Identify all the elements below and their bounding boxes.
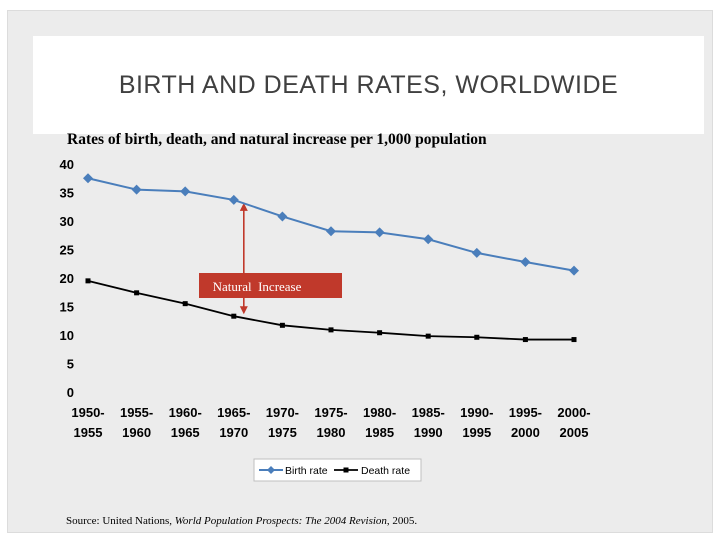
x-tick-label-top-9: 1995- (509, 405, 542, 420)
x-tick-label-top-10: 2000- (557, 405, 590, 420)
title-box: BIRTH AND DEATH RATES, WORLDWIDE (33, 36, 704, 134)
x-tick-label-top-8: 1990- (460, 405, 493, 420)
death-rate-point-7 (425, 333, 431, 339)
birth-rate-point-3 (228, 194, 239, 205)
x-tick-label-top-2: 1960- (169, 405, 202, 420)
birth-rate-point-7 (423, 234, 434, 245)
x-tick-label-bottom-2: 1965 (171, 425, 200, 440)
x-tick-label-top-1: 1955- (120, 405, 153, 420)
birth-rate-point-4 (277, 211, 288, 222)
x-tick-label-top-5: 1975- (314, 405, 347, 420)
birth-rate-point-1 (131, 184, 142, 195)
source-citation: Source: United Nations, World Population… (66, 515, 417, 527)
x-tick-label-bottom-6: 1985 (365, 425, 394, 440)
x-tick-label-top-3: 1965- (217, 405, 250, 420)
death-rate-point-2 (182, 301, 188, 307)
x-tick-label-bottom-8: 1995 (462, 425, 491, 440)
birth-rate-point-0 (83, 173, 93, 184)
x-tick-label-top-7: 1985- (412, 405, 445, 420)
death-rate-point-5 (328, 327, 334, 333)
death-rate-point-8 (474, 334, 480, 340)
y-tick-label-15: 15 (60, 300, 74, 315)
x-tick-label-bottom-4: 1975 (268, 425, 297, 440)
natural-increase-arrow-head-up (239, 202, 248, 211)
death-rate-point-3 (231, 313, 237, 319)
natural-increase-box (199, 273, 342, 298)
x-tick-label-bottom-7: 1990 (414, 425, 443, 440)
y-tick-label-0: 0 (67, 385, 74, 400)
birth-rate-point-8 (471, 247, 482, 258)
x-tick-label-bottom-9: 2000 (511, 425, 540, 440)
birth-rate-point-9 (520, 257, 531, 268)
slide-title: BIRTH AND DEATH RATES, WORLDWIDE (118, 70, 619, 99)
y-tick-label-30: 30 (60, 214, 74, 229)
birth-rate-point-6 (374, 227, 385, 238)
chart-title: Rates of birth, death, and natural incre… (67, 131, 487, 148)
legend-birth-rate-marker (267, 466, 275, 474)
x-tick-label-bottom-10: 2005 (560, 425, 589, 440)
source-suffix: , 2005. (386, 515, 418, 527)
x-tick-label-top-6: 1980- (363, 405, 396, 420)
source-prefix: Source: United Nations, (66, 515, 175, 527)
death-rate-point-9 (522, 337, 528, 343)
slide-background: BIRTH AND DEATH RATES, WORLDWIDE (7, 10, 713, 533)
natural-increase-arrow-head-down (239, 306, 248, 315)
y-tick-label-25: 25 (60, 243, 74, 258)
y-tick-label-10: 10 (60, 328, 74, 343)
y-tick-label-5: 5 (67, 357, 74, 372)
legend-birth-rate-label: Birth rate (285, 465, 328, 477)
y-tick-label-40: 40 (60, 157, 74, 172)
death-rate-point-4 (279, 322, 285, 328)
birth-rate-point-5 (326, 226, 336, 237)
birth-rate-point-10 (569, 265, 579, 276)
x-tick-label-top-4: 1970- (266, 405, 299, 420)
birth-rate-point-2 (180, 186, 191, 197)
legend-death-rate-label: Death rate (361, 465, 410, 477)
x-tick-label-bottom-1: 1960 (122, 425, 151, 440)
legend-death-rate-marker (343, 467, 349, 473)
x-tick-label-bottom-5: 1980 (317, 425, 346, 440)
series-line-birth-rate (87, 177, 575, 272)
death-rate-point-6 (377, 330, 383, 336)
y-tick-label-20: 20 (60, 271, 74, 286)
death-rate-point-10 (571, 337, 577, 343)
y-tick-label-35: 35 (60, 186, 74, 201)
x-tick-label-top-0: 1950- (71, 405, 104, 420)
x-tick-label-bottom-3: 1970 (219, 425, 248, 440)
death-rate-point-1 (134, 290, 140, 296)
x-tick-label-bottom-0: 1955 (74, 425, 103, 440)
natural-increase-label: Natural Increase (213, 279, 302, 294)
death-rate-point-0 (85, 278, 91, 284)
source-title: World Population Prospects: The 2004 Rev… (174, 515, 387, 527)
